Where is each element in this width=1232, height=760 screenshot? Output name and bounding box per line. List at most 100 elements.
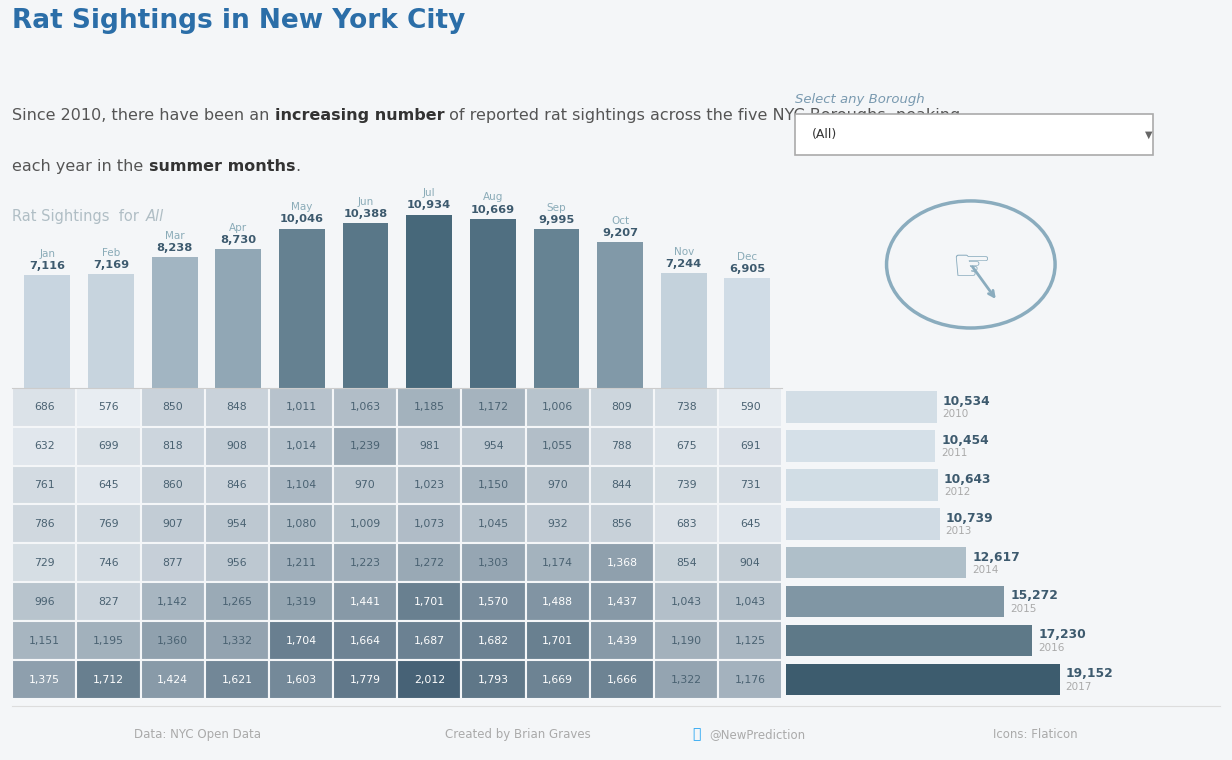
Text: 1,488: 1,488 <box>542 597 573 606</box>
Text: 8,238: 8,238 <box>156 243 192 253</box>
Text: 1,151: 1,151 <box>28 636 60 646</box>
Bar <box>526 622 590 660</box>
Text: Oct: Oct <box>611 216 630 226</box>
Text: 1,125: 1,125 <box>734 636 766 646</box>
Bar <box>654 622 718 660</box>
Text: 1,006: 1,006 <box>542 402 573 412</box>
Text: 10,643: 10,643 <box>944 473 992 486</box>
Text: 970: 970 <box>547 480 568 490</box>
Bar <box>786 508 940 540</box>
Bar <box>333 660 397 699</box>
Bar <box>205 426 269 465</box>
Text: 761: 761 <box>34 480 54 490</box>
Bar <box>76 660 140 699</box>
Bar <box>140 388 205 426</box>
Text: 904: 904 <box>740 558 760 568</box>
Text: 1,043: 1,043 <box>670 597 702 606</box>
Bar <box>786 391 936 423</box>
Bar <box>718 660 782 699</box>
Bar <box>269 543 333 582</box>
Text: 686: 686 <box>34 402 54 412</box>
Bar <box>76 426 140 465</box>
Bar <box>654 660 718 699</box>
Text: 769: 769 <box>99 519 118 529</box>
Text: 1,176: 1,176 <box>734 675 766 685</box>
Text: 1,211: 1,211 <box>286 558 317 568</box>
Bar <box>786 586 1004 617</box>
Text: @NewPrediction: @NewPrediction <box>710 728 806 741</box>
Text: 590: 590 <box>740 402 760 412</box>
Bar <box>12 622 76 660</box>
Bar <box>269 426 333 465</box>
Text: 1,303: 1,303 <box>478 558 509 568</box>
Bar <box>278 229 325 388</box>
Text: Jun: Jun <box>357 197 373 207</box>
Text: Select any Borough: Select any Borough <box>795 93 924 106</box>
Text: ☞: ☞ <box>951 246 991 290</box>
Text: 1,701: 1,701 <box>414 597 445 606</box>
Text: 1,687: 1,687 <box>414 636 445 646</box>
Text: 1,322: 1,322 <box>670 675 701 685</box>
Text: 10,534: 10,534 <box>942 394 991 407</box>
Text: 576: 576 <box>99 402 118 412</box>
Text: 17,230: 17,230 <box>1039 629 1085 641</box>
Text: 1,150: 1,150 <box>478 480 509 490</box>
Text: 1,073: 1,073 <box>414 519 445 529</box>
Text: 1,712: 1,712 <box>94 675 124 685</box>
Text: 746: 746 <box>99 558 118 568</box>
Bar <box>333 465 397 505</box>
Bar <box>786 430 935 461</box>
Text: 1,223: 1,223 <box>350 558 381 568</box>
Bar <box>269 505 333 543</box>
Bar <box>140 543 205 582</box>
Bar <box>333 543 397 582</box>
Bar <box>12 388 76 426</box>
Text: 956: 956 <box>227 558 248 568</box>
Text: 1,779: 1,779 <box>350 675 381 685</box>
Bar <box>654 543 718 582</box>
Text: 739: 739 <box>676 480 696 490</box>
Text: 10,669: 10,669 <box>471 204 515 214</box>
Bar <box>269 622 333 660</box>
Text: 932: 932 <box>547 519 568 529</box>
Text: 699: 699 <box>99 441 118 451</box>
Text: 1,043: 1,043 <box>734 597 766 606</box>
Bar <box>786 547 966 578</box>
Text: 850: 850 <box>163 402 184 412</box>
Text: each year in the: each year in the <box>12 160 149 174</box>
Bar <box>462 622 526 660</box>
Bar <box>654 426 718 465</box>
Text: 1,368: 1,368 <box>606 558 637 568</box>
Text: Rat Sightings in New York City: Rat Sightings in New York City <box>12 8 466 33</box>
Text: 1,265: 1,265 <box>222 597 253 606</box>
Bar <box>590 582 654 622</box>
Text: 1,319: 1,319 <box>286 597 317 606</box>
Bar <box>654 465 718 505</box>
Text: 🐦: 🐦 <box>692 727 700 742</box>
Text: 2,012: 2,012 <box>414 675 445 685</box>
Text: .: . <box>296 160 301 174</box>
Bar <box>76 582 140 622</box>
Text: 2011: 2011 <box>941 448 967 458</box>
Text: Jan: Jan <box>39 249 55 258</box>
Bar <box>205 622 269 660</box>
Bar <box>12 660 76 699</box>
Bar <box>590 465 654 505</box>
Bar <box>654 505 718 543</box>
Bar <box>205 582 269 622</box>
Text: 1,666: 1,666 <box>606 675 637 685</box>
Text: Since 2010, there have been an: Since 2010, there have been an <box>12 108 275 123</box>
Text: 2010: 2010 <box>942 409 968 419</box>
Text: 1,603: 1,603 <box>286 675 317 685</box>
Text: 10,739: 10,739 <box>945 511 993 524</box>
Text: 10,934: 10,934 <box>407 201 451 211</box>
Text: 877: 877 <box>163 558 184 568</box>
Text: 1,360: 1,360 <box>158 636 188 646</box>
Text: 1,172: 1,172 <box>478 402 509 412</box>
Bar <box>407 214 452 388</box>
Bar <box>342 223 388 388</box>
Bar <box>333 622 397 660</box>
Text: 1,664: 1,664 <box>350 636 381 646</box>
Bar <box>76 505 140 543</box>
Text: 818: 818 <box>163 441 184 451</box>
